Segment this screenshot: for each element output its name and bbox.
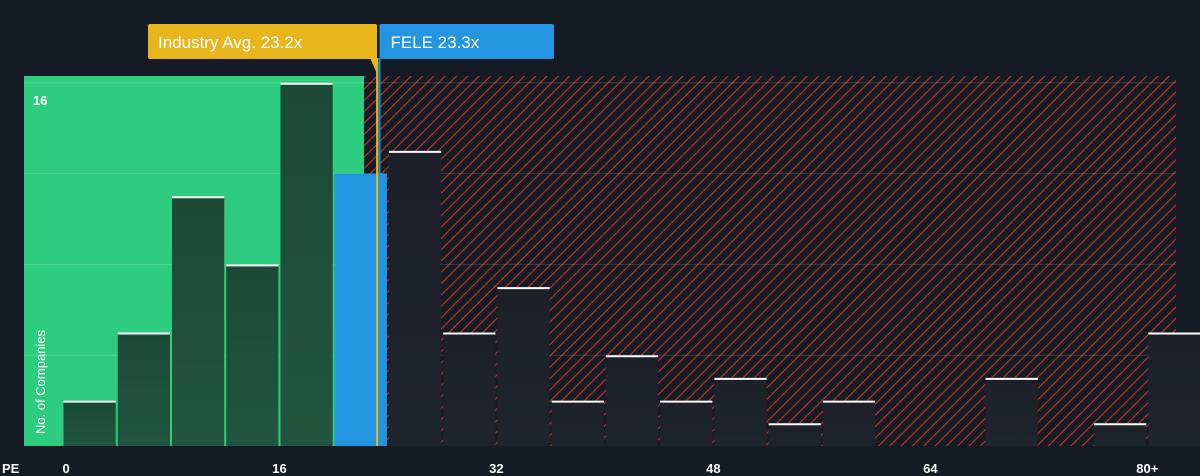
x-axis-ticks: 0 16 32 48 64 80+ (63, 461, 1159, 476)
histogram-bar (388, 150, 442, 447)
histogram-bar (551, 400, 604, 446)
x-tick-label: 0 (63, 461, 70, 476)
industry-avg-label: Industry Avg. 23.2x (158, 33, 303, 52)
value-markers: Industry Avg. 23.2x FELE 23.3x (148, 24, 554, 446)
y-axis-label: No. of Companies (33, 329, 48, 434)
histogram-bar (334, 173, 387, 446)
x-tick-label: 48 (706, 461, 720, 476)
histogram-bar (497, 287, 550, 446)
x-tick-label: 32 (489, 461, 503, 476)
x-tick-label: 80+ (1136, 461, 1158, 476)
histogram-bar (280, 82, 333, 446)
histogram-bar (605, 355, 659, 446)
y-tick-16: 16 (33, 93, 47, 108)
x-unit-label: PE (2, 461, 20, 476)
histogram-bar (171, 196, 225, 446)
histogram-bar (768, 423, 821, 446)
histogram-bar (117, 332, 170, 446)
histogram-bar (63, 400, 116, 446)
industry-avg-pointer (370, 58, 379, 74)
histogram-bar (443, 332, 496, 446)
company-label-box (379, 24, 554, 59)
bars (63, 82, 1200, 447)
company-label: FELE 23.3x (390, 33, 479, 52)
histogram-bar (226, 264, 279, 446)
histogram-bar (1148, 332, 1200, 446)
histogram-bar (714, 377, 767, 446)
x-tick-label: 64 (923, 461, 938, 476)
industry-avg-label-box (148, 24, 378, 59)
histogram-bar (822, 400, 876, 446)
histogram-bar (660, 400, 713, 446)
histogram-bar (985, 377, 1038, 446)
x-tick-label: 16 (272, 461, 286, 476)
histogram-bar (1094, 423, 1147, 446)
